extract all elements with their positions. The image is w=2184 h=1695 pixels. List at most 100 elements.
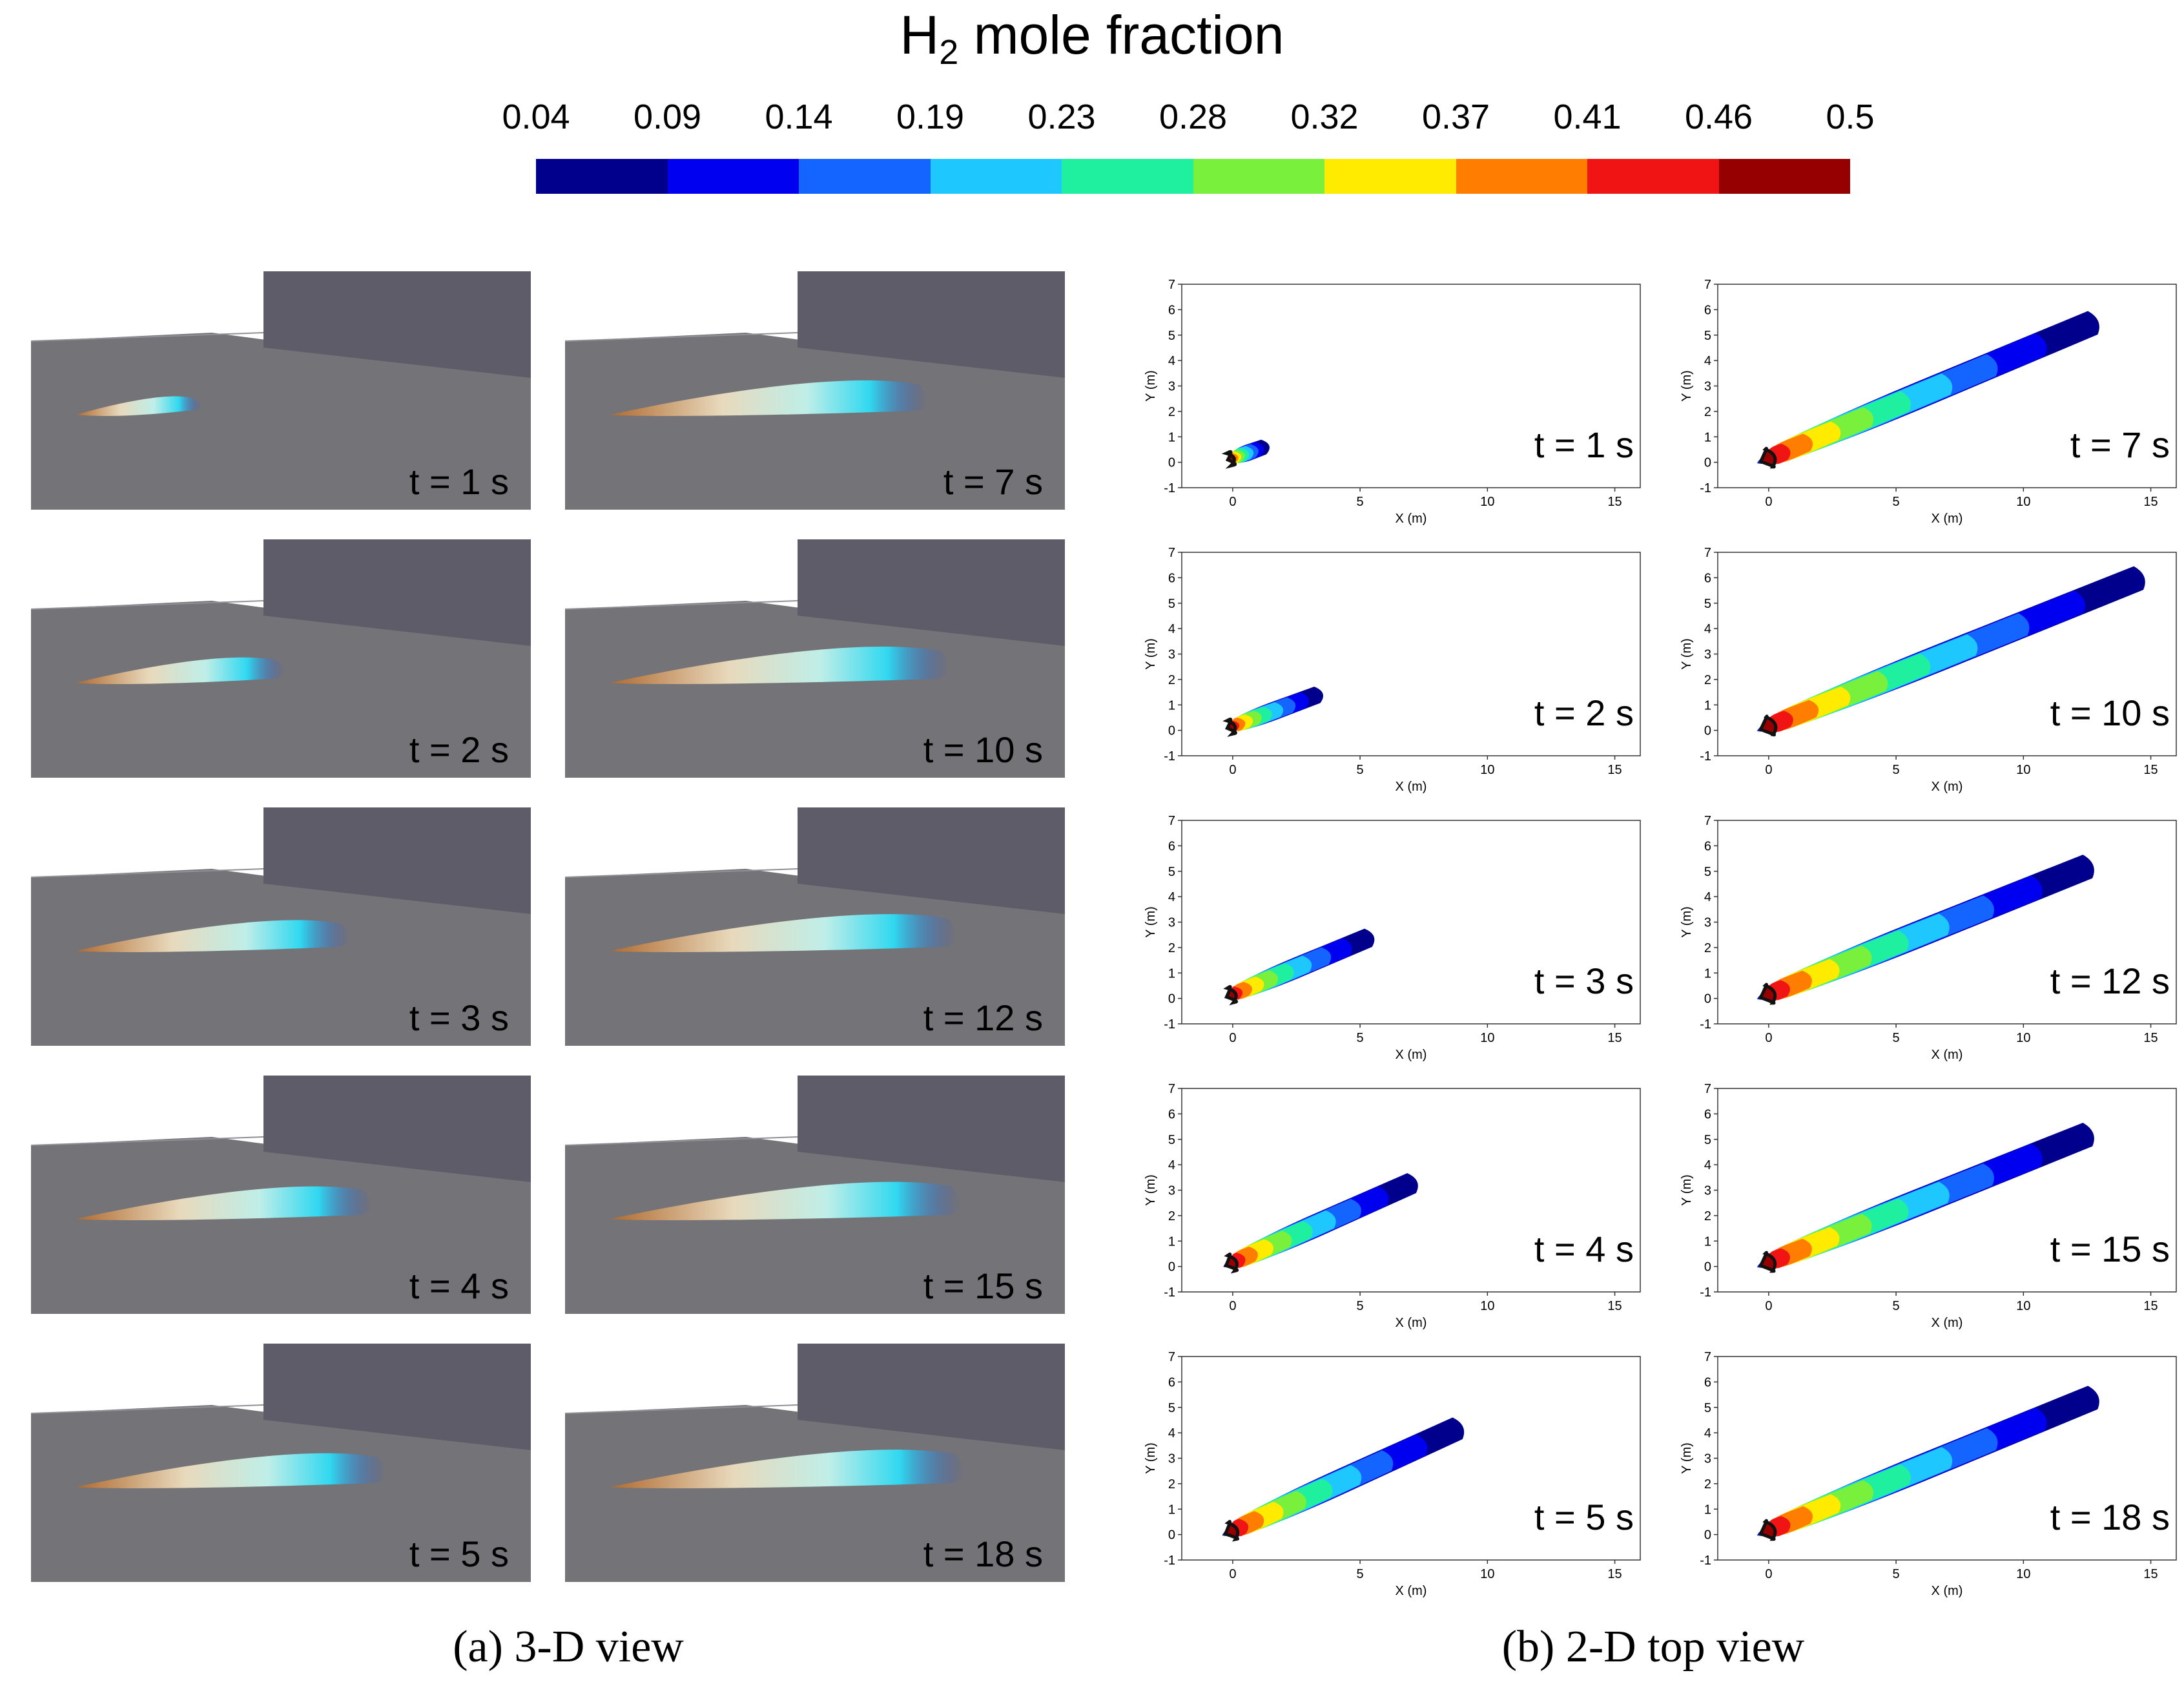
x-tick-label: 0 [1229, 1299, 1236, 1313]
x-tick-label: 5 [1893, 1567, 1900, 1581]
y-tick-label: 3 [1704, 916, 1711, 930]
time-label: t = 3 s [1534, 961, 1634, 1001]
colorbar-tick: 0.09 [633, 98, 702, 136]
legend-title: H2 mole fraction [900, 5, 1284, 72]
panel-2d-top-view: 7 6 5 4 3 2 1 0 -1 0 5 10 15 X (m) Y (m) t = 7 s [1673, 271, 2184, 526]
wall-block [263, 1076, 531, 1182]
y-tick-label: 0 [1168, 1528, 1175, 1543]
colorbar-segment [667, 159, 799, 194]
x-tick-label: 10 [1480, 1567, 1494, 1581]
x-tick-label: 15 [2143, 1031, 2158, 1045]
contour-plume [1223, 1173, 1418, 1274]
x-tick-label: 15 [2143, 1299, 2158, 1313]
y-tick-label: 0 [1704, 724, 1711, 738]
y-tick-label: 5 [1704, 865, 1711, 879]
y-tick-label: 4 [1168, 1158, 1175, 1172]
ground-plane [565, 869, 1065, 1046]
y-tick-label: 2 [1168, 1477, 1175, 1492]
panel-3d-view: t = 12 s [564, 807, 1065, 1046]
y-tick-label: 2 [1704, 1209, 1711, 1223]
y-tick-label: -1 [1700, 1285, 1711, 1300]
contour-plume [1756, 566, 2145, 737]
x-axis-label: X (m) [1932, 1316, 1963, 1330]
x-tick-label: 15 [1607, 1031, 1622, 1045]
y-tick-label: 2 [1168, 1209, 1175, 1223]
y-tick-label: 1 [1704, 698, 1711, 712]
wall-block [263, 807, 531, 914]
hydrogen-plume [610, 647, 949, 684]
y-tick-label: 1 [1704, 1503, 1711, 1517]
x-tick-label: 10 [2016, 1031, 2030, 1045]
y-tick-label: 2 [1168, 941, 1175, 955]
colorbar-segment [1062, 159, 1193, 194]
colorbar-tick: 0.23 [1027, 98, 1096, 136]
y-tick-label: -1 [1164, 749, 1175, 764]
panel-3d-view: t = 18 s [564, 1344, 1065, 1582]
colorbar-tick: 0.37 [1421, 98, 1490, 136]
colorbar-tick: 0.19 [896, 98, 965, 136]
x-tick-label: 5 [1357, 1299, 1364, 1313]
panel-2d-top-view: 7 6 5 4 3 2 1 0 -1 0 5 10 15 X (m) Y (m) t = 15 s [1673, 1076, 2184, 1331]
y-tick-label: 6 [1168, 1375, 1175, 1389]
y-tick-label: 5 [1168, 329, 1175, 343]
y-tick-label: -1 [1164, 1017, 1175, 1032]
y-tick-label: 0 [1168, 992, 1175, 1006]
y-tick-label: 2 [1704, 1477, 1711, 1492]
y-tick-label: 5 [1168, 865, 1175, 879]
y-tick-label: 1 [1168, 430, 1175, 444]
y-tick-label: 7 [1168, 278, 1175, 292]
panel-3d-view: t = 2 s [30, 539, 531, 778]
time-label: t = 1 s [409, 461, 509, 502]
y-tick-label: 1 [1704, 430, 1711, 444]
hydrogen-plume [76, 1453, 386, 1488]
x-tick-label: 0 [1765, 1031, 1772, 1045]
time-label: t = 1 s [1534, 424, 1634, 465]
y-tick-label: 3 [1168, 1184, 1175, 1198]
ground-plane [31, 1137, 531, 1314]
time-label: t = 4 s [1534, 1229, 1634, 1269]
x-axis-label: X (m) [1396, 780, 1427, 794]
contour-level [1758, 446, 1777, 469]
x-axis-label: X (m) [1396, 1584, 1427, 1598]
y-tick-label: 6 [1704, 839, 1711, 853]
x-tick-label: 5 [1357, 495, 1364, 509]
y-tick-label: 4 [1168, 622, 1175, 636]
y-tick-label: 1 [1704, 1234, 1711, 1249]
y-tick-label: 3 [1168, 916, 1175, 930]
panel-2d-top-view: 7 6 5 4 3 2 1 0 -1 0 5 10 15 X (m) Y (m) t = 1 s [1137, 271, 1653, 526]
time-label: t = 18 s [2050, 1497, 2170, 1537]
time-label: t = 15 s [2050, 1229, 2170, 1269]
y-axis-label: Y (m) [1144, 1174, 1158, 1206]
hydrogen-plume [76, 920, 350, 952]
y-tick-label: 7 [1168, 1082, 1175, 1096]
y-tick-label: 3 [1704, 1184, 1711, 1198]
y-axis-label: Y (m) [1680, 906, 1694, 938]
time-label: t = 10 s [923, 729, 1043, 770]
y-tick-label: 7 [1704, 1082, 1711, 1096]
y-tick-label: 4 [1704, 890, 1711, 904]
contour-plume [1756, 1386, 2099, 1541]
contour-plume [1756, 1123, 2094, 1273]
y-tick-label: 7 [1704, 546, 1711, 560]
time-label: t = 7 s [943, 461, 1043, 502]
contour-plume [1222, 687, 1323, 737]
wall-block [798, 539, 1065, 646]
ground-plane [565, 601, 1065, 778]
ground-plane [565, 333, 1065, 510]
x-tick-label: 0 [1229, 763, 1236, 777]
panel-3d-view: t = 10 s [564, 539, 1065, 778]
y-tick-label: 4 [1704, 622, 1711, 636]
y-tick-label: 7 [1704, 278, 1711, 292]
y-tick-label: 2 [1704, 673, 1711, 687]
colorbar-segment [799, 159, 931, 194]
colorbar-segment [1718, 159, 1850, 194]
x-tick-label: 10 [2016, 495, 2030, 509]
panel-3d-view: t = 4 s [30, 1076, 531, 1314]
wall-block [263, 1344, 531, 1450]
x-tick-label: 5 [1893, 495, 1900, 509]
y-tick-label: 1 [1168, 1503, 1175, 1517]
x-tick-label: 15 [1607, 1299, 1622, 1313]
ground-plane [31, 1405, 531, 1582]
y-axis-label: Y (m) [1144, 1442, 1158, 1474]
x-tick-label: 15 [2143, 495, 2158, 509]
